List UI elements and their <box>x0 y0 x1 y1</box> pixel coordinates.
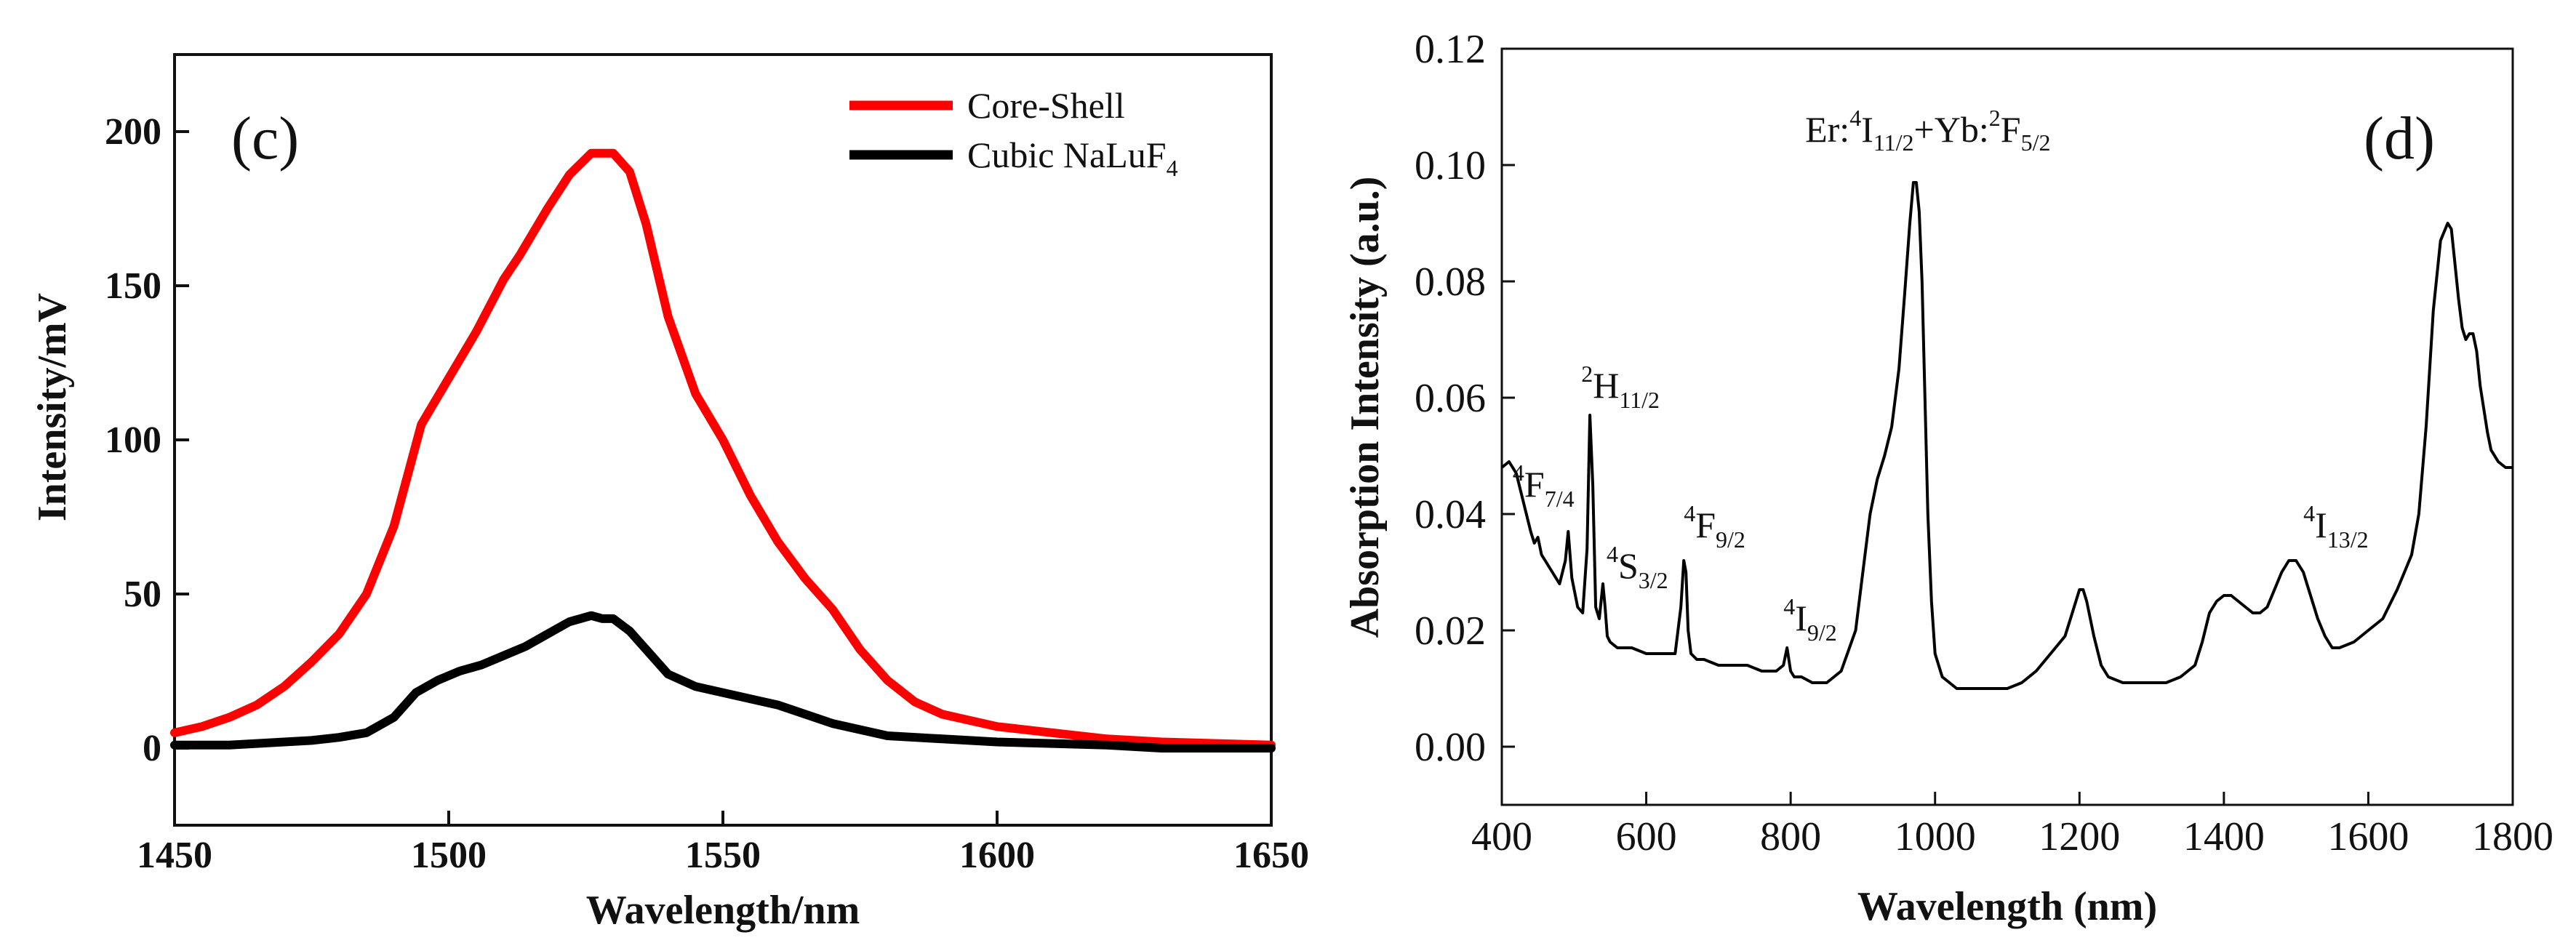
d-x-tick-label: 1600 <box>2327 814 2409 859</box>
panel-d-y-ticks: 0.00 0.02 0.04 0.06 0.08 0.10 0.12 <box>1415 27 1515 770</box>
panel-d-chart: 0.00 0.02 0.04 0.06 0.08 0.10 0.12 400 600 800 10… <box>1343 27 2553 929</box>
legend-label-cubic-naluf4: Cubic NaLuF4 <box>967 135 1178 181</box>
c-y-tick-label: 200 <box>105 111 161 153</box>
d-x-tick-label: 1800 <box>2472 814 2553 859</box>
transition-label: 4I13/2 <box>2303 500 2369 553</box>
c-y-tick-label: 100 <box>105 420 161 461</box>
d-x-tick-label: 800 <box>1760 814 1821 859</box>
series-line-core-shell <box>170 148 1276 750</box>
panel-c-y-ticks: 0 50 100 150 200 <box>105 111 189 769</box>
panel-c-chart: 0 50 100 150 200 1450 1500 1550 1600 1650 (c) Co… <box>30 53 1309 933</box>
d-x-tick-label: 1000 <box>1895 814 1976 859</box>
peak-label-er-yb: Er:4I11/2+Yb:2F5/2 <box>1805 105 2050 156</box>
panel-c-label: (c) <box>231 105 299 172</box>
panel-d-x-axis-label: Wavelength (nm) <box>1857 884 2157 929</box>
c-y-tick-label: 150 <box>105 265 161 307</box>
c-x-tick-label: 1450 <box>137 835 212 876</box>
c-x-tick-label: 1500 <box>411 835 487 876</box>
series-line-absorption <box>1500 181 2513 690</box>
d-y-tick-label: 0.00 <box>1415 725 1486 770</box>
panel-c-x-axis-label: Wavelength/nm <box>586 888 860 933</box>
c-y-tick-label: 0 <box>143 728 161 769</box>
transition-label: 4S3/2 <box>1607 541 1668 593</box>
panel-c-series <box>170 148 1276 753</box>
panel-d-y-axis-label: Absorption Intensity (a.u.) <box>1343 177 1388 638</box>
c-x-tick-label: 1650 <box>1233 835 1309 876</box>
transition-label: 4F7/4 <box>1513 460 1575 512</box>
d-x-tick-label: 1400 <box>2183 814 2265 859</box>
panel-d-series <box>1500 181 2513 690</box>
c-x-tick-label: 1600 <box>959 835 1035 876</box>
panel-c-x-ticks: 1450 1500 1550 1600 1650 <box>137 811 1309 876</box>
transition-label: 4F9/2 <box>1684 500 1745 553</box>
c-y-tick-label: 50 <box>124 574 161 615</box>
d-x-tick-label: 400 <box>1471 814 1532 859</box>
d-y-tick-label: 0.06 <box>1415 376 1486 421</box>
d-x-tick-label: 600 <box>1616 814 1677 859</box>
panel-c-y-axis-label: Intensity/mV <box>30 293 75 521</box>
d-y-tick-label: 0.12 <box>1415 27 1486 72</box>
d-y-tick-label: 0.08 <box>1415 260 1486 305</box>
panel-d-label: (d) <box>2364 105 2435 172</box>
legend-label-core-shell: Core-Shell <box>967 85 1125 126</box>
d-x-tick-label: 1200 <box>2039 814 2120 859</box>
transition-label: 4I9/2 <box>1783 593 1837 646</box>
panel-d-x-ticks: 400 600 800 1000 1200 1400 1600 1800 <box>1471 792 2553 859</box>
d-y-tick-label: 0.04 <box>1415 492 1486 537</box>
d-y-tick-label: 0.02 <box>1415 609 1486 654</box>
c-x-tick-label: 1550 <box>685 835 761 876</box>
d-y-tick-label: 0.10 <box>1415 143 1486 188</box>
panel-d-plot-frame <box>1500 47 2514 806</box>
transition-label: 2H11/2 <box>1581 361 1660 413</box>
panel-c-legend: Core-Shell Cubic NaLuF4 <box>849 85 1178 181</box>
series-line-cubic-naluf4 <box>170 611 1276 753</box>
